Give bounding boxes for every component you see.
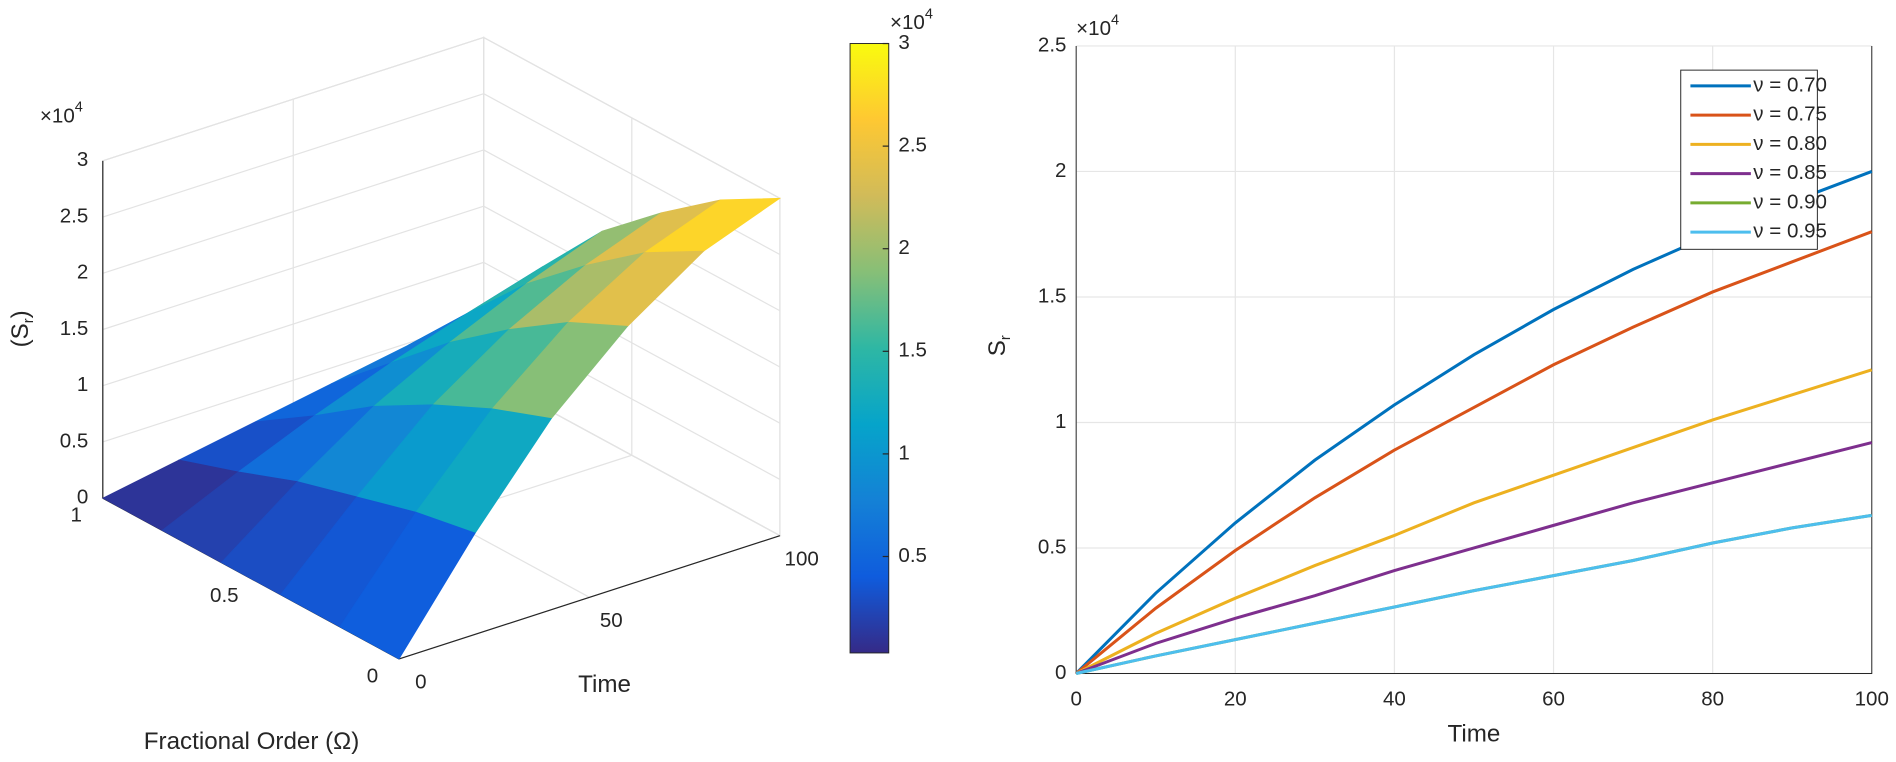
- x-tick-label: 100: [1855, 688, 1889, 711]
- legend-label: ν = 0.80: [1753, 132, 1827, 155]
- legend-label: ν = 0.95: [1753, 220, 1827, 243]
- colorbar-tick-label: 2: [898, 236, 909, 259]
- z-tick-label: 2.5: [60, 204, 89, 227]
- y-label-sub: r: [998, 335, 1014, 340]
- legend-label: ν = 0.85: [1753, 161, 1827, 184]
- colorbar: [849, 43, 890, 654]
- x-tick-label: 100: [785, 547, 819, 570]
- colorbar-tick-label: 2.5: [898, 134, 927, 157]
- colorbar-tick-label: 1.5: [898, 339, 927, 362]
- z-label-sub: r: [21, 318, 37, 323]
- x-tick-label: 40: [1383, 688, 1406, 711]
- colorbar-tick-label: 0.5: [898, 544, 927, 567]
- x-tick-label: 20: [1224, 688, 1247, 711]
- exponent-label: ×104: [890, 6, 933, 34]
- y-axis-label: Fractional Order (Ω): [144, 728, 360, 755]
- colorbar-tick-label: 1: [898, 441, 909, 464]
- exponent-power: 4: [925, 6, 933, 22]
- y-tick-label: 0: [367, 665, 378, 688]
- exponent-base: ×10: [890, 12, 925, 35]
- x-tick-label: 80: [1701, 688, 1724, 711]
- exponent-label: ×104: [1076, 12, 1119, 40]
- legend-box: [1680, 69, 1818, 250]
- legend-label: ν = 0.75: [1753, 103, 1827, 126]
- y-tick-label: 1: [1055, 410, 1066, 433]
- exponent-base: ×10: [40, 105, 75, 128]
- z-label-end: ): [7, 310, 34, 318]
- z-tick-label: 1.5: [60, 317, 89, 340]
- x-axis-label: Time: [578, 671, 631, 698]
- z-tick-label: 2: [77, 261, 88, 284]
- axes-box: [1075, 45, 1873, 674]
- z-tick-label: 1: [77, 373, 88, 396]
- x-axis-label: Time: [1448, 721, 1501, 748]
- exponent-power: 4: [1111, 12, 1119, 28]
- z-tick-label: 3: [77, 148, 88, 171]
- y-tick-label: 1: [70, 504, 81, 527]
- y-tick-label: 1.5: [1038, 284, 1067, 307]
- series-line: [1075, 368, 1873, 675]
- series-line: [1075, 513, 1873, 675]
- series-line: [1075, 441, 1873, 675]
- y-tick-label: 0: [1055, 661, 1066, 684]
- colorbar-tick-label: 3: [898, 31, 909, 54]
- z-label-main: (S: [7, 323, 34, 347]
- x-tick-label: 50: [600, 609, 623, 632]
- y-tick-label: 2: [1055, 159, 1066, 182]
- y-tick-label: 0.5: [1038, 535, 1067, 558]
- x-tick-label: 0: [415, 671, 426, 694]
- x-tick-label: 60: [1542, 688, 1565, 711]
- legend-label: ν = 0.70: [1753, 73, 1827, 96]
- exponent-power: 4: [75, 99, 83, 115]
- series-line: [1075, 230, 1873, 675]
- y-label-main: S: [984, 340, 1011, 356]
- y-tick-label: 0.5: [210, 584, 239, 607]
- surface-patch: [339, 511, 476, 660]
- exponent-base: ×10: [1076, 18, 1111, 41]
- legend-label: ν = 0.90: [1753, 190, 1827, 213]
- x-tick-label: 0: [1070, 688, 1081, 711]
- z-tick-label: 0: [77, 486, 88, 509]
- y-tick-label: 2.5: [1038, 33, 1067, 56]
- z-axis-label: (Sr): [7, 310, 37, 347]
- z-tick-label: 0.5: [60, 429, 89, 452]
- y-axis-label: Sr: [984, 335, 1014, 356]
- x-axis-line: [398, 535, 781, 660]
- exponent-label: ×104: [40, 99, 83, 127]
